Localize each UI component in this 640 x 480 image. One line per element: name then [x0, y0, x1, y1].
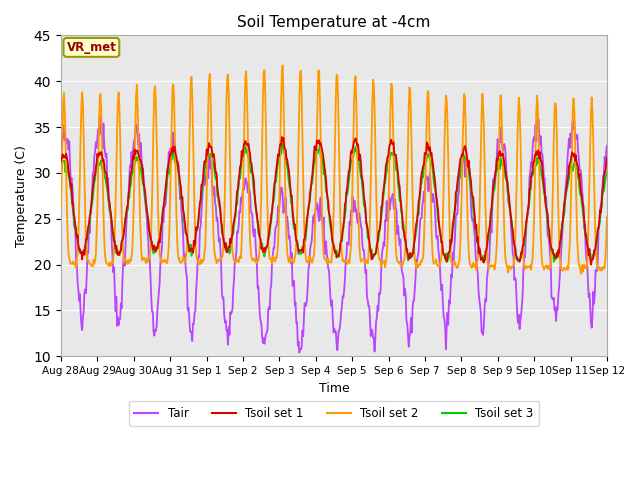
Line: Tsoil set 3: Tsoil set 3 [61, 144, 607, 262]
Tsoil set 1 [278, 134, 285, 140]
Tair [57, 146, 65, 152]
Line: Tsoil set 2: Tsoil set 2 [61, 65, 607, 274]
Tsoil set 1 [179, 194, 186, 200]
Tsoil set 3 [279, 141, 287, 146]
Tair [96, 113, 104, 119]
Tsoil set 2 [57, 205, 65, 211]
Tsoil set 3 [67, 186, 75, 192]
Tsoil set 2 [67, 261, 75, 267]
Tsoil set 3 [207, 156, 215, 161]
Tair [603, 143, 611, 148]
X-axis label: Time: Time [319, 382, 349, 395]
Tair [179, 233, 187, 239]
Tsoil set 1 [123, 204, 131, 210]
Tair [402, 293, 410, 299]
Tsoil set 1 [401, 237, 409, 243]
Tsoil set 3 [123, 205, 131, 211]
Tsoil set 1 [57, 158, 65, 164]
Tsoil set 3 [603, 171, 611, 177]
Tsoil set 2 [603, 214, 611, 219]
Tair [208, 180, 216, 186]
Tsoil set 1 [417, 176, 425, 182]
Tsoil set 1 [207, 144, 215, 150]
Tsoil set 3 [443, 259, 451, 265]
Title: Soil Temperature at -4cm: Soil Temperature at -4cm [237, 15, 431, 30]
Tsoil set 3 [401, 237, 409, 242]
Tsoil set 1 [587, 262, 595, 268]
Tsoil set 1 [603, 155, 611, 160]
Tsoil set 2 [401, 252, 409, 258]
Tair [296, 350, 303, 356]
Tsoil set 2 [179, 259, 186, 264]
Tsoil set 3 [417, 182, 425, 188]
Y-axis label: Temperature (C): Temperature (C) [15, 145, 28, 247]
Tsoil set 1 [67, 185, 75, 191]
Line: Tair: Tair [61, 116, 607, 353]
Tair [67, 178, 75, 184]
Text: VR_met: VR_met [67, 41, 116, 54]
Tsoil set 2 [279, 62, 287, 68]
Tsoil set 2 [417, 258, 425, 264]
Tsoil set 2 [123, 260, 131, 265]
Tsoil set 2 [577, 271, 585, 277]
Legend: Tair, Tsoil set 1, Tsoil set 2, Tsoil set 3: Tair, Tsoil set 1, Tsoil set 2, Tsoil se… [129, 401, 540, 426]
Tair [124, 203, 132, 208]
Line: Tsoil set 1: Tsoil set 1 [61, 137, 607, 265]
Tsoil set 3 [57, 166, 65, 171]
Tair [418, 215, 426, 221]
Tsoil set 2 [207, 123, 215, 129]
Tsoil set 3 [179, 201, 186, 207]
